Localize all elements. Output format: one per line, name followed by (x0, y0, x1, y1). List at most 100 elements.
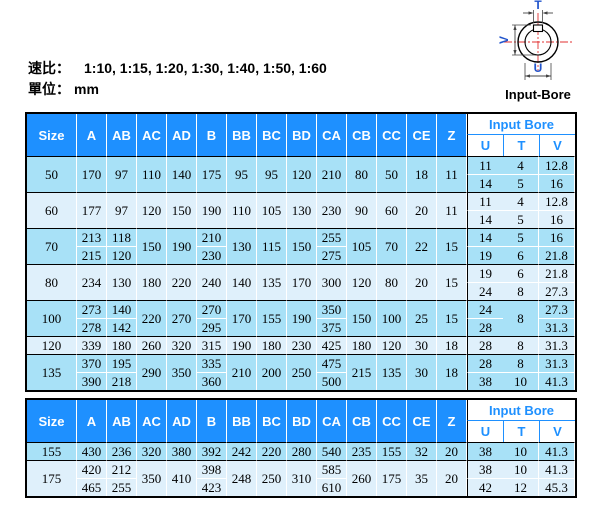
size-cell: 155 (27, 442, 77, 460)
dim-cell: 212 (107, 460, 137, 478)
size-cell: 175 (27, 460, 77, 496)
bore-cell: 8 (503, 354, 539, 372)
dim-cell: 430 (77, 442, 107, 460)
dim-cell: 30 (407, 336, 437, 354)
table-row: 100 273 140 220 270 270 170 155 190 350 150 100 25 15… (27, 300, 575, 336)
bore-cell: 10 (503, 372, 539, 390)
dim-cell: 120 (347, 264, 377, 300)
bore-cell: 12.8 (539, 192, 575, 210)
dim-cell: 95 (257, 156, 287, 192)
dim-cell: 465 (77, 478, 107, 496)
t-arrow-right (542, 11, 548, 15)
u-arrow-left (525, 74, 530, 78)
dim-cell: 110 (227, 192, 257, 228)
col-header-bd: BD (287, 114, 317, 156)
dim-cell: 235 (347, 442, 377, 460)
bore-cell: 31.3 (539, 318, 575, 336)
dim-cell: 120 (137, 192, 167, 228)
col-header-ca: CA (317, 400, 347, 442)
bore-cell: 19 (467, 246, 503, 264)
bore-cell: 6 (503, 264, 539, 282)
bore-cell: 10 (503, 460, 539, 478)
bore-cell: 12.8 (539, 156, 575, 174)
dim-cell: 15 (437, 228, 467, 264)
col-header-cb: CB (347, 114, 377, 156)
dim-cell: 90 (347, 192, 377, 228)
ratio-line: 速比： 1:10, 1:15, 1:20, 1:30, 1:40, 1:50, 1… (28, 58, 327, 79)
dim-cell: 30 (407, 354, 437, 390)
table-subrow: 14 5 16 (27, 174, 575, 192)
dim-cell: 170 (287, 264, 317, 300)
dim-cell: 80 (377, 264, 407, 300)
dim-cell: 175 (197, 156, 227, 192)
dim-cell: 120 (107, 246, 137, 264)
diagram-caption: Input-Bore (505, 87, 571, 102)
bore-cell: 21.8 (539, 264, 575, 282)
bore-cell: 14 (467, 174, 503, 192)
dim-cell: 200 (257, 354, 287, 390)
dim-cell: 610 (317, 478, 347, 496)
dim-cell: 150 (167, 192, 197, 228)
dim-cell: 150 (287, 228, 317, 264)
dim-cell: 60 (377, 192, 407, 228)
dim-cell: 248 (227, 460, 257, 496)
bore-cell: 28 (467, 318, 503, 336)
dim-cell: 22 (407, 228, 437, 264)
col-header-b: B (197, 114, 227, 156)
dim-cell: 70 (377, 228, 407, 264)
bore-cell: 16 (539, 228, 575, 246)
dim-cell: 270 (197, 300, 227, 318)
u-arrow-right (546, 74, 551, 78)
dim-cell: 20 (407, 192, 437, 228)
dim-cell: 240 (197, 264, 227, 300)
dim-cell: 290 (137, 354, 167, 390)
dim-cell: 335 (197, 354, 227, 372)
ratio-label: 速比： (28, 60, 70, 76)
keyway (532, 24, 544, 33)
size-cell: 70 (27, 228, 77, 264)
dim-cell: 278 (77, 318, 107, 336)
dim-cell: 20 (437, 442, 467, 460)
dim-cell: 100 (377, 300, 407, 336)
dim-cell: 95 (227, 156, 257, 192)
dim-cell: 80 (347, 156, 377, 192)
spec-table-1: Size A AB AC AD B BB BC BD CA CB CC CE Z Input Bore U T V… (25, 112, 577, 392)
dim-cell: 255 (317, 228, 347, 246)
table-subrow: 465 255 423 610 42 12 45.3 (27, 478, 575, 496)
dim-cell: 350 (317, 300, 347, 318)
dim-cell: 234 (77, 264, 107, 300)
table-row: 175 420 212 350 410 398 248 250 310 585 260 175 35 20… (27, 460, 575, 496)
dim-cell: 180 (107, 336, 137, 354)
dim-cell: 130 (287, 192, 317, 228)
dim-cell: 220 (257, 442, 287, 460)
bore-cell: 12 (503, 478, 539, 496)
size-cell: 80 (27, 264, 77, 300)
dim-cell: 315 (197, 336, 227, 354)
dim-cell: 270 (167, 300, 197, 336)
dim-cell: 120 (287, 156, 317, 192)
dim-cell: 97 (107, 192, 137, 228)
col-header-v: V (539, 135, 575, 156)
bore-cell: 16 (539, 174, 575, 192)
bore-cell: 6 (503, 246, 539, 264)
dim-cell: 215 (77, 246, 107, 264)
dim-cell: 300 (317, 264, 347, 300)
dim-cell: 280 (287, 442, 317, 460)
dim-cell: 350 (137, 460, 167, 496)
dim-cell: 50 (377, 156, 407, 192)
dim-cell: 500 (317, 372, 347, 390)
col-header-input-bore: Input Bore (467, 400, 575, 421)
dim-cell: 392 (197, 442, 227, 460)
dim-cell: 218 (107, 372, 137, 390)
dim-cell: 11 (437, 156, 467, 192)
dim-cell: 210 (317, 156, 347, 192)
col-header-input-bore: Input Bore (467, 114, 575, 135)
col-header-ad: AD (167, 114, 197, 156)
col-header-ab: AB (107, 114, 137, 156)
col-header-a: A (77, 400, 107, 442)
col-header-ac: AC (137, 114, 167, 156)
diagram-label-v: V (497, 36, 511, 44)
dim-cell: 20 (437, 460, 467, 496)
t-arrow-left (528, 11, 534, 15)
outer-circle (517, 21, 559, 63)
